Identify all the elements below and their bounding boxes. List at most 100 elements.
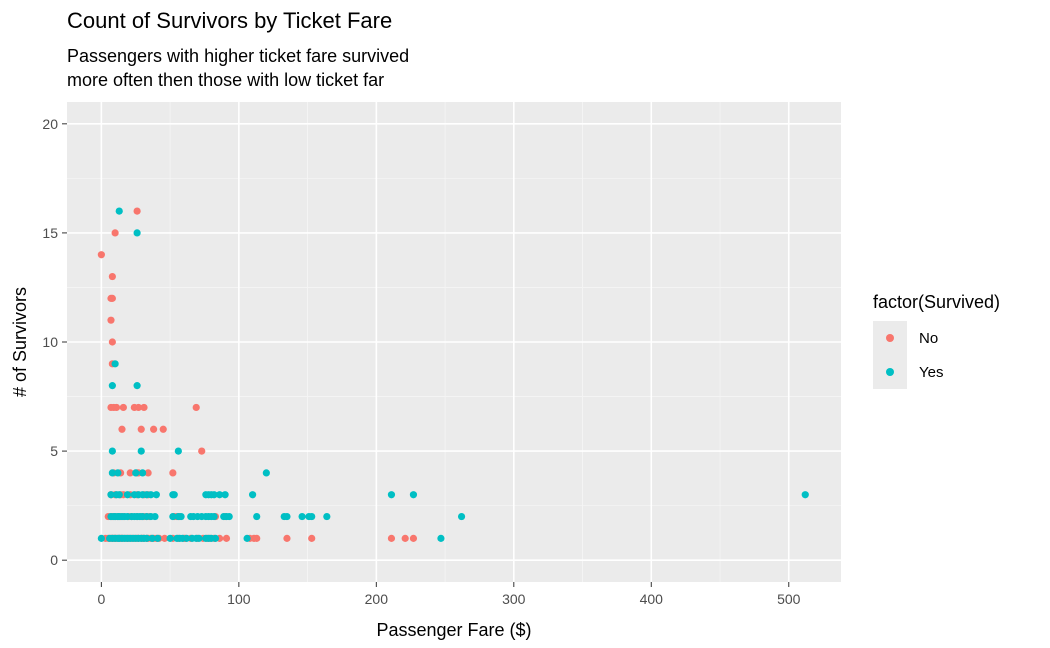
data-point	[166, 534, 174, 542]
chart-subtitle-line-2: more often then those with low ticket fa…	[67, 70, 385, 90]
data-point	[243, 534, 251, 542]
data-point	[108, 469, 116, 477]
x-tick-label: 200	[365, 591, 389, 607]
data-point	[111, 229, 119, 237]
legend-key-no	[873, 321, 907, 355]
data-point	[133, 207, 141, 215]
data-points	[97, 207, 809, 542]
data-point	[132, 469, 140, 477]
data-point	[323, 512, 331, 521]
data-point	[97, 534, 105, 542]
chart-subtitle-line-1: Passengers with higher ticket fare survi…	[67, 46, 410, 66]
chart-subtitle: Passengers with higher ticket fare survi…	[67, 44, 587, 92]
x-axis-title: Passenger Fare ($)	[376, 620, 531, 640]
legend-title: factor(Survived)	[873, 292, 1001, 312]
data-point	[283, 534, 291, 542]
data-point	[159, 425, 167, 433]
data-point	[169, 469, 177, 477]
data-point	[308, 534, 316, 542]
x-tick-label: 100	[227, 591, 251, 607]
data-point	[148, 534, 156, 542]
data-point	[253, 512, 261, 521]
data-point	[108, 294, 116, 302]
series-yes	[97, 207, 809, 542]
data-point	[210, 512, 218, 521]
y-tick-label: 20	[42, 116, 58, 132]
data-point	[152, 491, 160, 499]
y-tick-label: 10	[42, 334, 58, 350]
data-point	[170, 491, 178, 499]
data-point	[111, 360, 119, 368]
data-point	[298, 512, 306, 521]
x-tick-label: 0	[97, 591, 105, 607]
data-point	[108, 382, 116, 390]
data-point	[401, 534, 409, 542]
data-point	[222, 534, 231, 542]
data-point	[177, 512, 185, 521]
data-point	[140, 403, 148, 412]
x-tick-label: 400	[640, 591, 664, 607]
data-point	[253, 534, 261, 542]
data-point	[133, 382, 141, 390]
data-point	[118, 425, 126, 433]
y-tick-label: 0	[50, 552, 58, 568]
data-point	[387, 491, 396, 499]
data-point	[115, 207, 123, 215]
data-point	[387, 534, 396, 542]
y-tick-label: 15	[42, 225, 58, 241]
data-point	[107, 491, 115, 499]
data-point	[308, 512, 316, 521]
data-point	[192, 403, 200, 412]
legend-dot-no	[886, 334, 894, 342]
data-point	[409, 534, 418, 542]
data-point	[108, 338, 116, 346]
data-point	[134, 403, 143, 412]
legend-label-no: No	[919, 329, 939, 347]
data-point	[108, 272, 116, 281]
axis-ticks: 0 100 200 300 400 500 0 5 10 15 20	[42, 116, 800, 607]
data-point	[137, 447, 145, 455]
data-point	[248, 491, 257, 499]
data-point	[115, 491, 123, 499]
data-point	[151, 512, 159, 521]
x-tick-label: 500	[777, 591, 801, 607]
data-point	[119, 403, 127, 412]
legend-label-yes: Yes	[919, 363, 944, 381]
data-point	[283, 512, 291, 521]
legend-item-no: No	[873, 321, 1043, 355]
data-point	[210, 491, 218, 499]
data-point	[123, 491, 132, 499]
x-tick-label: 300	[502, 591, 526, 607]
data-point	[409, 491, 418, 499]
data-point	[211, 534, 220, 542]
data-point	[225, 512, 233, 521]
data-point	[112, 403, 121, 412]
y-axis-title: # of Survivors	[10, 287, 30, 397]
data-point	[97, 251, 105, 259]
data-point	[147, 491, 155, 499]
data-point	[150, 425, 158, 433]
data-point	[108, 447, 116, 455]
data-point	[154, 534, 162, 542]
data-point	[161, 534, 169, 542]
data-point	[144, 469, 152, 477]
y-tick-label: 5	[50, 443, 58, 459]
data-point	[221, 491, 229, 499]
data-point	[107, 316, 115, 324]
data-point	[174, 447, 182, 455]
data-point	[216, 491, 224, 499]
data-point	[139, 469, 147, 477]
data-point	[437, 534, 445, 542]
data-point	[126, 469, 134, 477]
data-point	[457, 512, 466, 521]
data-point	[183, 534, 191, 542]
data-point	[137, 425, 145, 433]
chart-title: Count of Survivors by Ticket Fare	[67, 8, 393, 33]
legend-item-yes: Yes	[873, 355, 1043, 389]
legend: factor(Survived) No Yes	[873, 292, 1043, 389]
data-point	[801, 491, 809, 499]
data-point	[143, 534, 151, 542]
data-point	[114, 469, 122, 477]
data-point	[195, 534, 203, 542]
